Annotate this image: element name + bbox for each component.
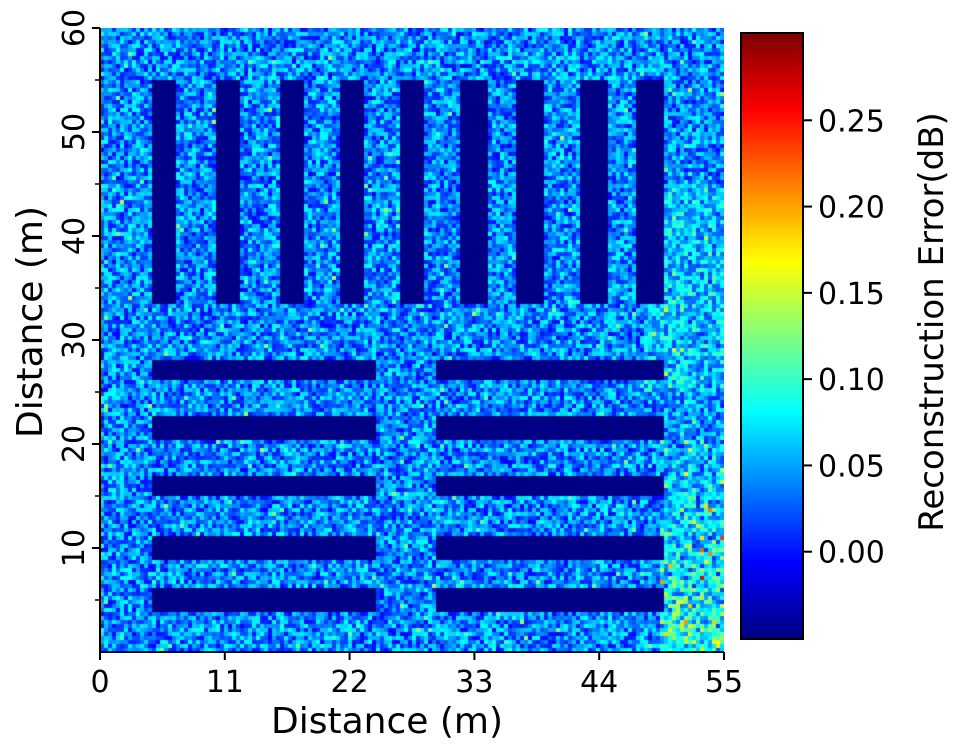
y-tick-label: 30 bbox=[57, 321, 92, 359]
x-tick-label: 33 bbox=[455, 665, 493, 700]
colorbar-gradient bbox=[742, 34, 802, 638]
colorbar-tick-label: 0.20 bbox=[818, 191, 885, 226]
y-axis-label: Distance (m) bbox=[10, 206, 51, 438]
colorbar bbox=[740, 32, 804, 640]
y-axis: 10 20 30 40 50 60 bbox=[57, 9, 101, 652]
y-tick-label: 60 bbox=[57, 9, 92, 47]
heatmap-plot-area bbox=[100, 28, 724, 652]
x-tick-label: 22 bbox=[331, 665, 369, 700]
colorbar-axis: 0.00 0.05 0.10 0.15 0.20 0.25 bbox=[804, 104, 885, 571]
y-tick-label: 10 bbox=[57, 529, 92, 567]
y-tick-label: 40 bbox=[57, 217, 92, 255]
y-tick-label: 50 bbox=[57, 113, 92, 151]
colorbar-tick-label: 0.05 bbox=[818, 449, 885, 484]
colorbar-tick-label: 0.10 bbox=[818, 363, 885, 398]
colorbar-tick-label: 0.00 bbox=[818, 536, 885, 571]
x-tick-label: 0 bbox=[90, 665, 109, 700]
heatmap-image bbox=[100, 28, 724, 652]
x-tick-label: 55 bbox=[705, 665, 743, 700]
y-tick-label: 20 bbox=[57, 425, 92, 463]
x-axis: 0 11 22 33 44 55 bbox=[90, 651, 743, 700]
x-tick-label: 11 bbox=[206, 665, 244, 700]
colorbar-label: Reconstruction Error(dB) bbox=[912, 112, 952, 532]
colorbar-tick-label: 0.15 bbox=[818, 277, 885, 312]
x-tick-label: 44 bbox=[580, 665, 618, 700]
x-axis-label: Distance (m) bbox=[271, 701, 503, 742]
colorbar-tick-label: 0.25 bbox=[818, 104, 885, 139]
